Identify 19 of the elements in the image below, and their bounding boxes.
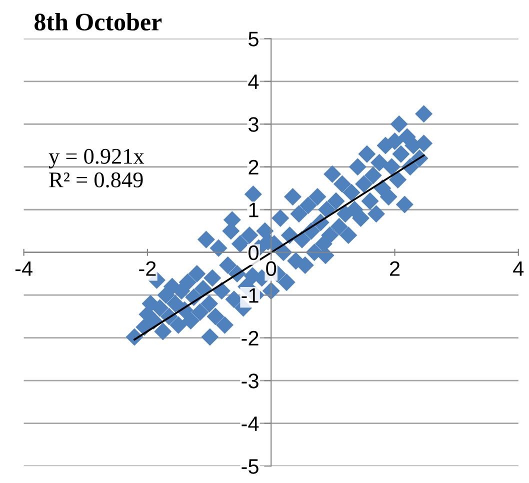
y-tick-label: -3: [242, 374, 258, 388]
y-tick-label: 0: [248, 245, 258, 260]
y-tick-label: 3: [248, 117, 258, 132]
annotation: R² = 0.849: [49, 172, 143, 188]
annotation: y = 0.921x: [48, 148, 144, 168]
y-tick-label: -5: [242, 459, 258, 474]
x-tick-label: 4: [513, 261, 524, 276]
y-tick-label: 4: [248, 74, 259, 89]
y-tick-label: 1: [249, 202, 258, 218]
y-tick-label: 5: [248, 32, 258, 46]
y-tick-label: 2: [248, 160, 258, 174]
y-tick-label: -2: [242, 330, 258, 346]
x-tick-label: -4: [15, 261, 32, 276]
y-tick-label: -4: [242, 416, 259, 431]
y-tick-label: -1: [242, 288, 258, 303]
x-tick-label: 0: [266, 261, 276, 276]
x-tick-label: -2: [139, 261, 156, 276]
chart-title: 8th October: [34, 12, 162, 31]
x-tick-label: 2: [390, 261, 400, 276]
